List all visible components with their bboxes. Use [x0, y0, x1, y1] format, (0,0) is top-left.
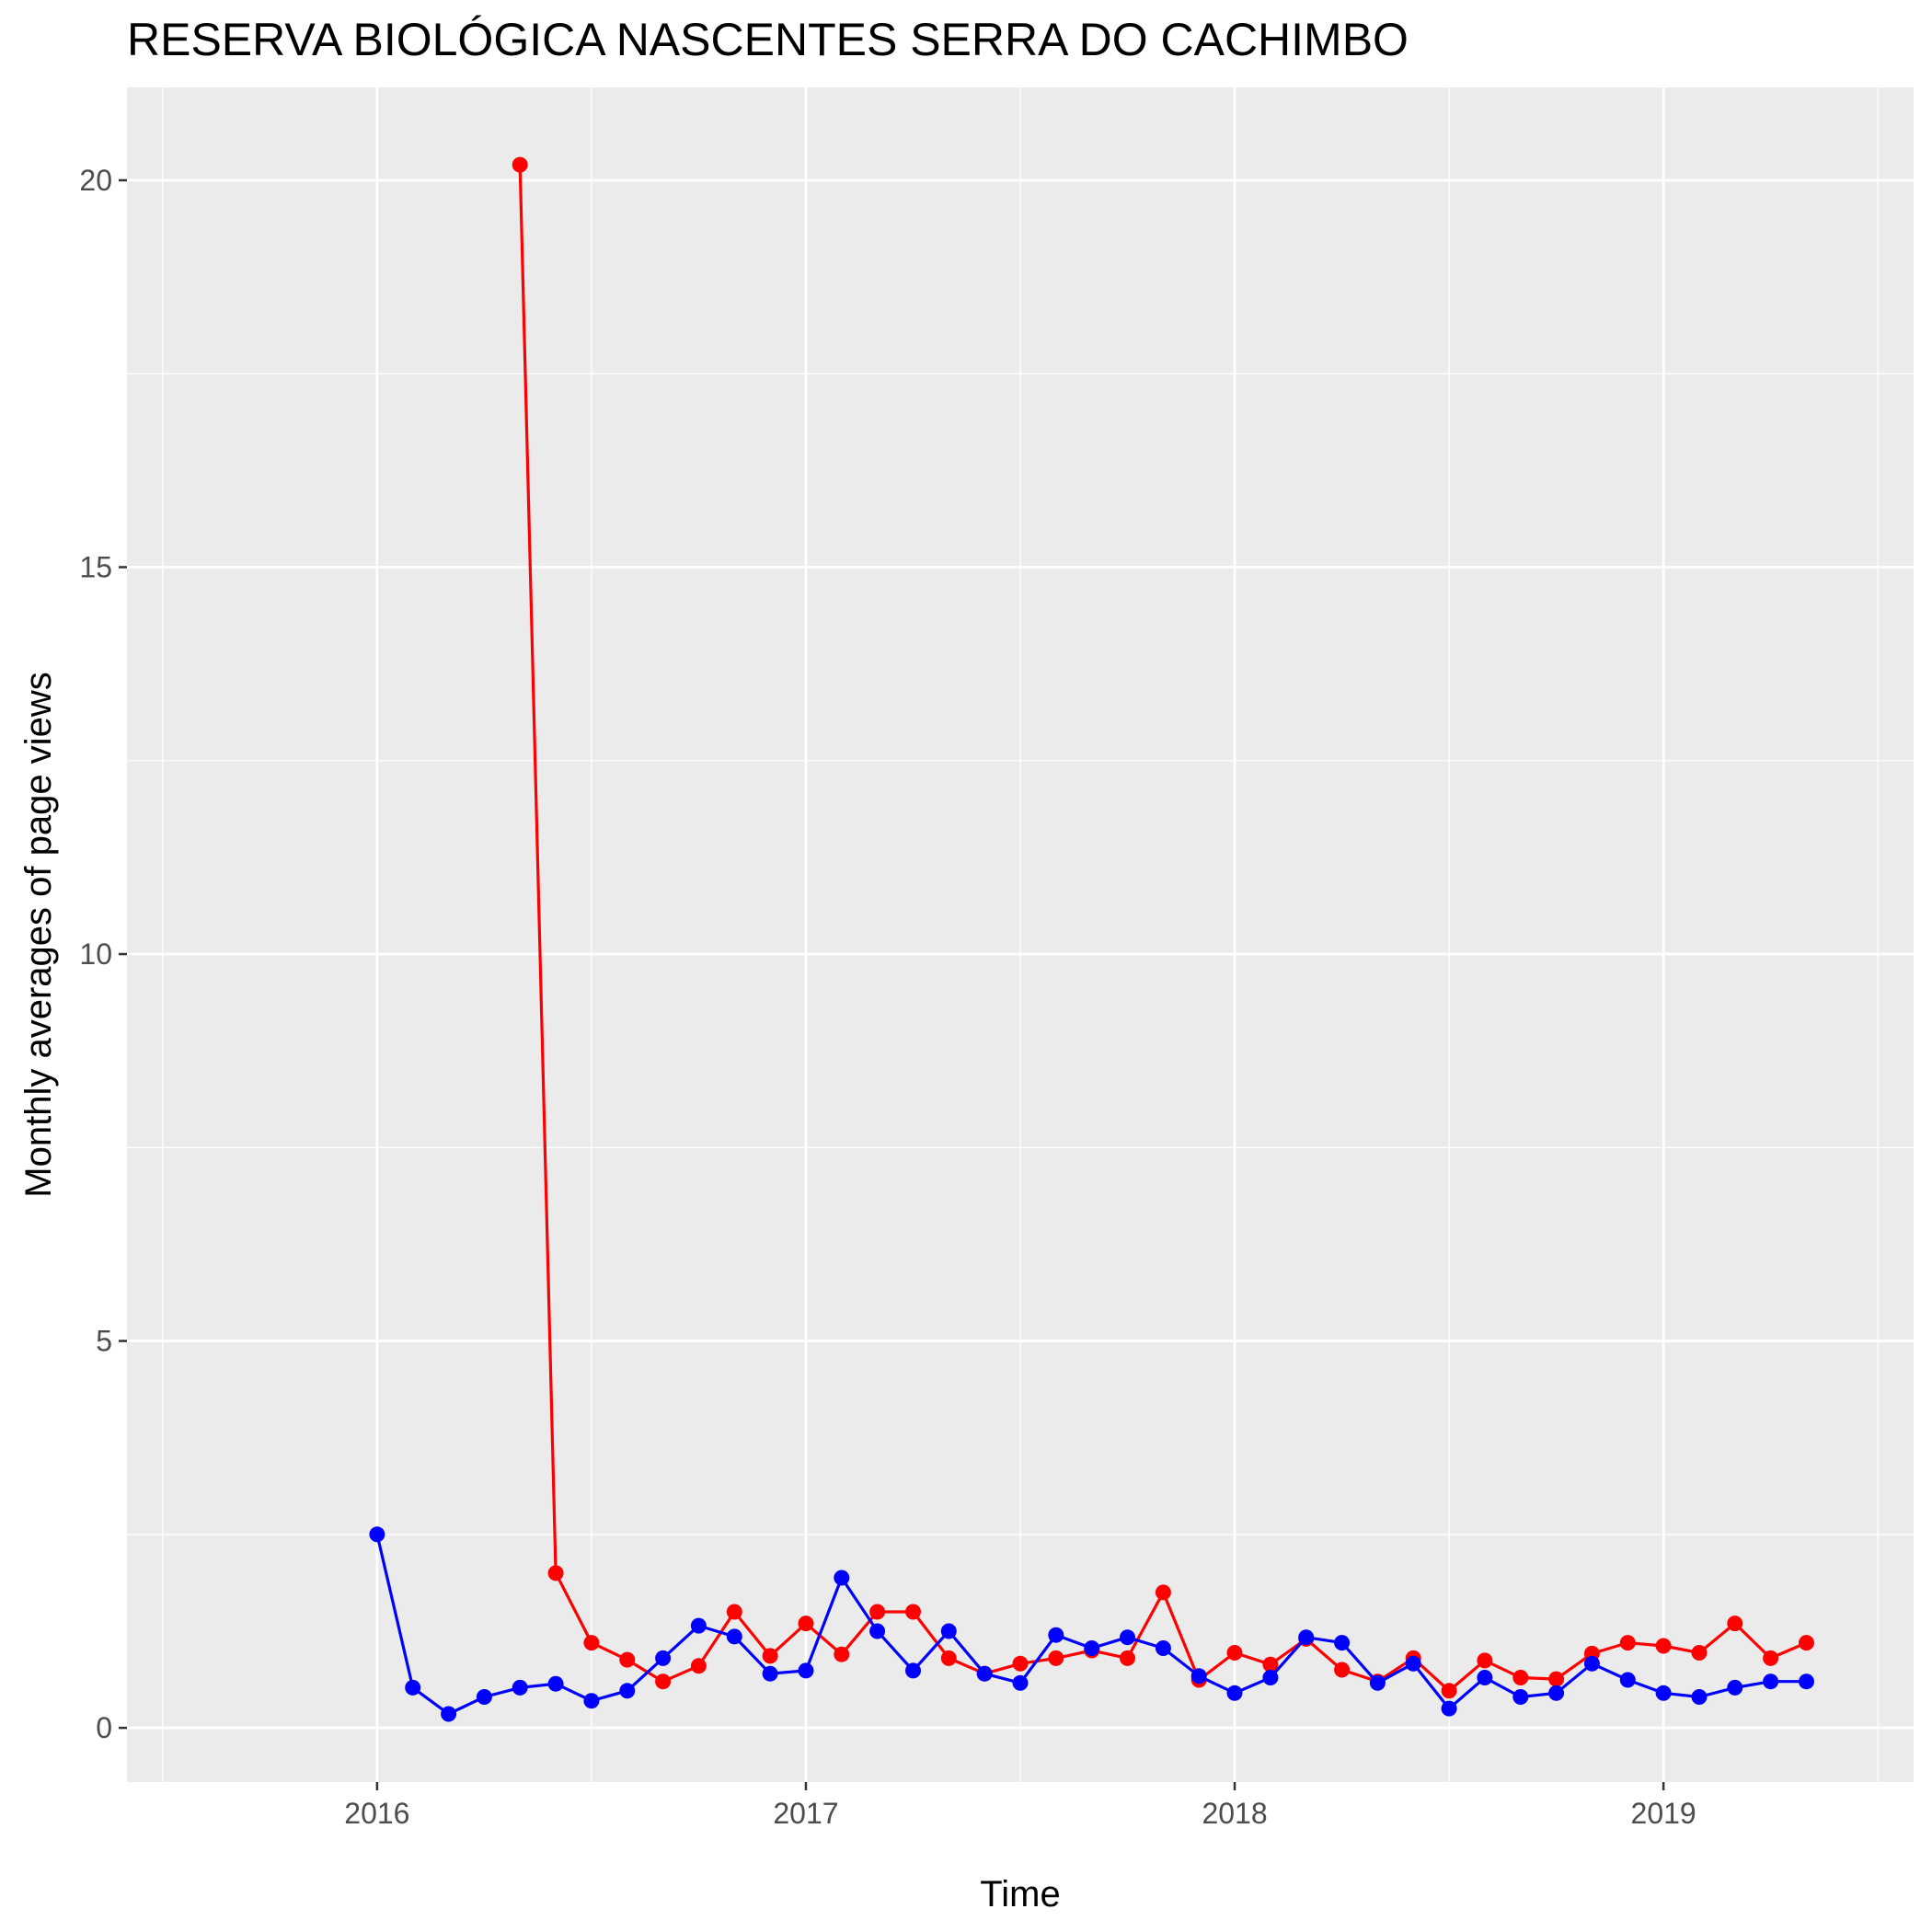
x-axis: 2016 2017 2018 2019 — [344, 1782, 1696, 1830]
series-1-point — [1155, 1584, 1171, 1601]
series-1-point — [583, 1635, 600, 1651]
series-2-point — [1512, 1689, 1529, 1705]
series-2-point — [1619, 1672, 1636, 1688]
series-2-point — [369, 1526, 385, 1543]
series-2-point — [655, 1650, 672, 1666]
series-2-point — [1763, 1673, 1779, 1690]
series-1-point — [1763, 1650, 1779, 1666]
y-tick-label: 5 — [96, 1325, 112, 1358]
series-1-point — [512, 156, 528, 173]
series-2-point — [1799, 1673, 1814, 1690]
x-tick-label: 2017 — [773, 1797, 838, 1830]
series-layer — [369, 156, 1814, 1722]
series-1-point — [1477, 1652, 1493, 1669]
series-2-point — [1727, 1679, 1743, 1696]
series-2-point — [762, 1665, 778, 1682]
series-1-point — [905, 1604, 921, 1620]
series-1-point — [690, 1658, 707, 1674]
series-2-point — [905, 1662, 921, 1679]
series-2-point — [1441, 1700, 1457, 1717]
series-2-point — [476, 1689, 492, 1705]
series-2-point — [1226, 1685, 1243, 1701]
series-1-point — [1512, 1670, 1529, 1685]
chart-title: RESERVA BIOLÓGICA NASCENTES SERRA DO CAC… — [127, 14, 1409, 65]
series-1-point — [1548, 1671, 1565, 1687]
series-2-point — [1190, 1668, 1207, 1685]
grid-major — [127, 87, 1914, 1782]
series-2-point — [798, 1662, 814, 1679]
series-2-point — [583, 1693, 600, 1709]
series-1-point — [547, 1565, 564, 1581]
y-tick-label: 0 — [96, 1711, 112, 1744]
series-1-point — [1799, 1635, 1814, 1651]
series-1-point — [1012, 1655, 1029, 1672]
series-2-point — [1012, 1674, 1029, 1691]
series-2-point — [1298, 1629, 1315, 1646]
series-2-point — [1334, 1635, 1351, 1651]
series-2-point — [834, 1570, 850, 1586]
series-1-point — [762, 1648, 778, 1664]
series-2-point — [1120, 1629, 1135, 1646]
series-2-point — [1655, 1685, 1672, 1701]
series-1-point — [1226, 1645, 1243, 1661]
series-1-point — [1727, 1616, 1743, 1632]
series-2-point — [441, 1706, 457, 1722]
series-2-point — [1477, 1670, 1493, 1685]
series-2-point — [1155, 1640, 1171, 1656]
series-2-point — [1691, 1689, 1708, 1705]
series-2-point — [690, 1617, 707, 1634]
series-1-point — [1048, 1650, 1064, 1666]
series-1-point — [726, 1604, 742, 1620]
x-axis-title: Time — [980, 1874, 1060, 1915]
series-1-point — [869, 1604, 886, 1620]
series-2-point — [619, 1683, 636, 1699]
y-axis: 0 5 10 15 20 — [79, 164, 127, 1744]
series-2-point — [940, 1623, 957, 1639]
grid-minor — [127, 87, 1914, 1782]
series-1-point — [619, 1651, 636, 1668]
series-1-point — [1262, 1656, 1279, 1673]
y-tick-label: 20 — [79, 164, 112, 197]
series-1-point — [655, 1673, 672, 1690]
series-2-point — [976, 1665, 993, 1682]
series-1-point — [1691, 1645, 1708, 1661]
series-2-point — [1048, 1627, 1064, 1643]
series-1-point — [1334, 1662, 1351, 1678]
series-2-point — [547, 1675, 564, 1692]
y-tick-label: 10 — [79, 937, 112, 971]
series-1-point — [1120, 1650, 1135, 1666]
series-2-point — [1084, 1640, 1100, 1656]
series-1-point — [1655, 1638, 1672, 1654]
series-2-point — [1583, 1655, 1600, 1672]
series-2-point — [405, 1679, 421, 1696]
y-axis-title: Monthly averages of page views — [18, 672, 59, 1197]
series-2-point — [1548, 1685, 1565, 1701]
series-1-point — [798, 1616, 814, 1632]
series-2-point — [1262, 1670, 1279, 1685]
series-1-point — [834, 1646, 850, 1662]
series-2-point — [869, 1623, 886, 1639]
y-tick-label: 15 — [79, 550, 112, 583]
series-1-point — [940, 1650, 957, 1666]
series-2-point — [1369, 1674, 1386, 1691]
x-tick-label: 2018 — [1202, 1797, 1267, 1830]
series-1-point — [1441, 1683, 1457, 1699]
series-2-point — [512, 1679, 528, 1696]
series-2-point — [726, 1628, 742, 1645]
series-1-point — [1619, 1635, 1636, 1651]
x-tick-label: 2019 — [1631, 1797, 1696, 1830]
x-tick-label: 2016 — [344, 1797, 409, 1830]
series-2-point — [1405, 1655, 1421, 1672]
